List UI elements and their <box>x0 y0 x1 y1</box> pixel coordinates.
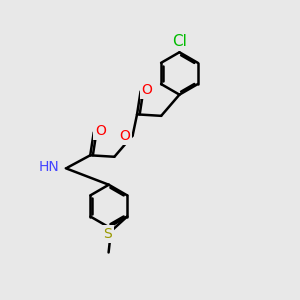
Text: O: O <box>119 129 130 142</box>
Text: O: O <box>142 83 152 97</box>
Text: S: S <box>103 227 112 241</box>
Text: Cl: Cl <box>172 34 187 49</box>
Text: O: O <box>95 124 106 138</box>
Text: HN: HN <box>38 160 59 174</box>
